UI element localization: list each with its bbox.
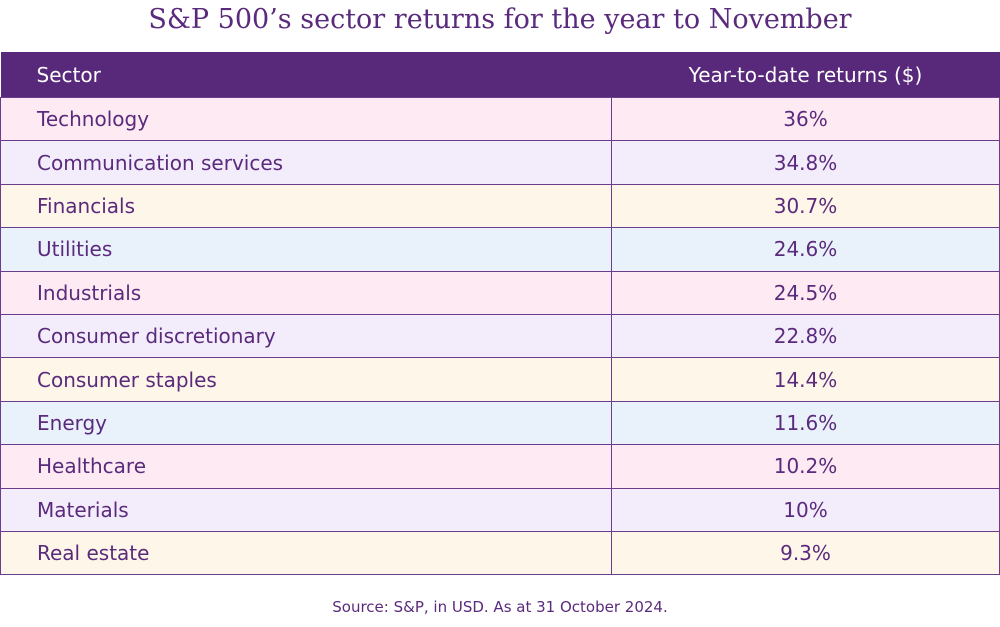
sector-cell: Industrials bbox=[0, 270, 612, 315]
table-row: Technology 36% bbox=[0, 96, 1000, 142]
sector-cell: Real estate bbox=[0, 530, 612, 576]
return-cell: 22.8% bbox=[611, 313, 1000, 359]
return-cell: 11.6% bbox=[611, 400, 1000, 446]
sector-cell: Energy bbox=[0, 400, 612, 446]
sector-cell: Consumer discretionary bbox=[0, 313, 612, 359]
table-row: Communication services 34.8% bbox=[0, 140, 1000, 185]
table-row: Consumer staples 14.4% bbox=[0, 357, 1000, 402]
table-row: Materials 10% bbox=[0, 487, 1000, 532]
column-header-returns: Year-to-date returns ($) bbox=[611, 52, 1000, 98]
sector-returns-table: Sector Year-to-date returns ($) Technolo… bbox=[0, 52, 1000, 576]
return-cell: 34.8% bbox=[611, 140, 1000, 185]
table-row: Industrials 24.5% bbox=[0, 270, 1000, 315]
sector-cell: Financials bbox=[0, 183, 612, 229]
return-cell: 14.4% bbox=[611, 357, 1000, 402]
table-row: Real estate 9.3% bbox=[0, 530, 1000, 576]
return-cell: 24.5% bbox=[611, 270, 1000, 315]
sector-cell: Materials bbox=[0, 487, 612, 532]
sector-cell: Healthcare bbox=[0, 444, 612, 489]
table-row: Energy 11.6% bbox=[0, 400, 1000, 446]
table-row: Healthcare 10.2% bbox=[0, 444, 1000, 489]
table-row: Consumer discretionary 22.8% bbox=[0, 313, 1000, 359]
sector-cell: Technology bbox=[0, 96, 612, 142]
sector-cell: Communication services bbox=[0, 140, 612, 185]
return-cell: 9.3% bbox=[611, 530, 1000, 576]
header-row: Sector Year-to-date returns ($) bbox=[0, 52, 1000, 98]
return-cell: 10.2% bbox=[611, 444, 1000, 489]
table-title: S&P 500’s sector returns for the year to… bbox=[148, 4, 852, 35]
column-header-sector: Sector bbox=[0, 52, 612, 98]
table-row: Utilities 24.6% bbox=[0, 227, 1000, 272]
source-note: Source: S&P, in USD. As at 31 October 20… bbox=[332, 598, 668, 616]
table-row: Financials 30.7% bbox=[0, 183, 1000, 229]
return-cell: 24.6% bbox=[611, 227, 1000, 272]
return-cell: 10% bbox=[611, 487, 1000, 532]
sector-cell: Consumer staples bbox=[0, 357, 612, 402]
sector-cell: Utilities bbox=[0, 227, 612, 272]
return-cell: 30.7% bbox=[611, 183, 1000, 229]
return-cell: 36% bbox=[611, 96, 1000, 142]
